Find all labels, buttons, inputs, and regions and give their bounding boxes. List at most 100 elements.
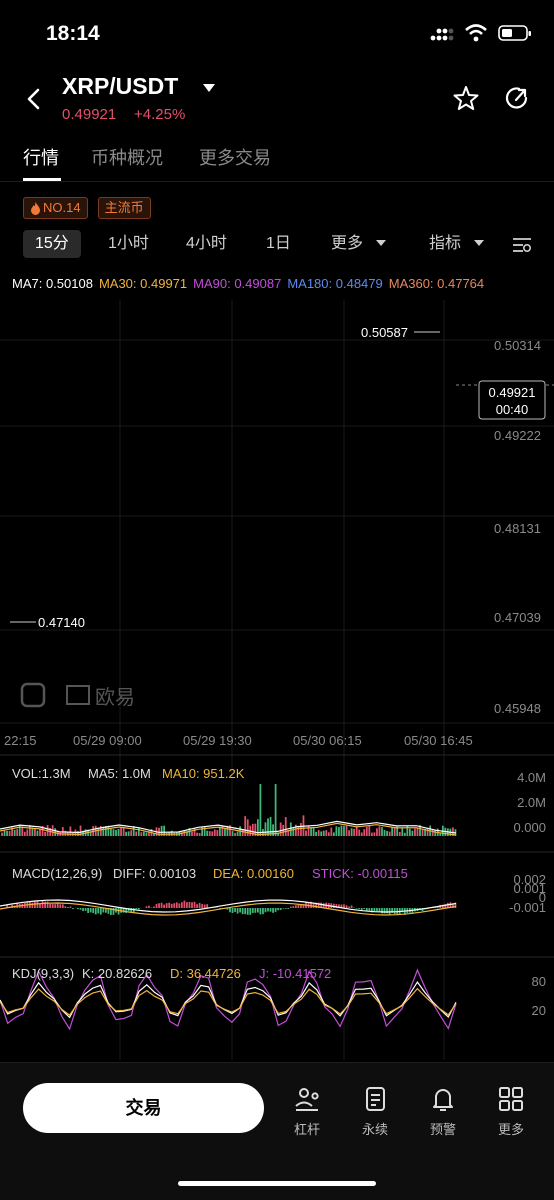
logo-grid xyxy=(66,685,90,705)
volume-bar xyxy=(115,829,117,836)
macd-bar xyxy=(135,908,138,909)
volume-bar xyxy=(398,831,401,836)
ma90-value: MA90: 0.49087 xyxy=(193,276,282,291)
nav-more[interactable]: 更多 xyxy=(484,1085,538,1138)
price-change: +4.25% xyxy=(134,106,186,123)
volume-bar xyxy=(317,830,320,836)
volume-bar xyxy=(355,827,358,836)
volume-bar xyxy=(274,784,277,836)
content-tabs: 行情 币种概况 更多交易 xyxy=(0,138,554,182)
category-badge-label: 主流币 xyxy=(104,200,144,215)
nav-perpetual[interactable]: 永续 xyxy=(348,1085,402,1138)
macd-dea-line xyxy=(0,902,457,916)
tab-more-trading[interactable]: 更多交易 xyxy=(199,148,271,168)
price-chart[interactable]: 欧易 0.50314 0.49222 0.48131 0.47039 0.45948 22… xyxy=(0,260,554,1060)
kdj-k-legend: K: 20.82626 xyxy=(82,966,152,981)
x-axis-label: 05/29 19:30 xyxy=(183,733,252,748)
nav-margin[interactable]: 杠杆 xyxy=(280,1085,334,1138)
volume-bar xyxy=(419,825,421,836)
volume-bar xyxy=(335,826,338,836)
macd-bar xyxy=(355,908,358,909)
macd-bar xyxy=(292,906,295,908)
chevron-down-icon[interactable] xyxy=(201,80,217,96)
volume-bar xyxy=(44,831,46,836)
volume-bar xyxy=(234,832,236,836)
macd-bar xyxy=(112,908,115,915)
high-label: 0.50587 xyxy=(361,325,408,340)
macd-bar xyxy=(173,903,176,908)
macd-bar xyxy=(155,903,158,908)
macd-bar xyxy=(231,908,234,913)
kdj-d-line xyxy=(0,987,457,1016)
status-icons xyxy=(430,24,532,42)
macd-bar xyxy=(368,908,371,911)
category-badge[interactable]: 主流币 xyxy=(97,197,151,219)
chart-settings-icon[interactable] xyxy=(512,236,532,254)
volume-bar xyxy=(269,816,272,836)
kdj-axis-label: 80 xyxy=(532,974,546,989)
volume-bar xyxy=(6,830,8,836)
nav-perpetual-label: 永续 xyxy=(361,1122,388,1137)
volume-bar xyxy=(97,828,100,836)
macd-bar xyxy=(302,904,305,908)
macd-bar xyxy=(249,908,252,915)
macd-bar xyxy=(82,908,84,912)
ma360-value: MA360: 0.47764 xyxy=(388,276,485,291)
last-price-label: 0.49921 xyxy=(489,385,536,400)
pair-title[interactable]: XRP/USDT xyxy=(62,73,179,99)
rank-badge[interactable]: NO.14 xyxy=(23,197,88,219)
volume-bar xyxy=(145,832,148,836)
volume-bar xyxy=(411,830,414,836)
vol-axis-label: 2.0M xyxy=(517,795,546,810)
nav-alert[interactable]: 预警 xyxy=(416,1085,470,1138)
tab-coin-overview[interactable]: 币种概况 xyxy=(91,148,163,168)
x-axis-label: 05/29 09:00 xyxy=(73,733,142,748)
vol-axis-label: 4.0M xyxy=(517,770,546,785)
macd-bar xyxy=(104,908,107,913)
macd-bar xyxy=(160,902,163,908)
interval-1h[interactable]: 1小时 xyxy=(108,235,149,252)
macd-bar xyxy=(56,903,59,908)
volume-bar xyxy=(254,823,257,836)
volume-bar xyxy=(305,830,307,836)
back-icon[interactable] xyxy=(20,82,48,116)
volume-bar xyxy=(193,828,196,836)
volume-bar xyxy=(338,827,340,836)
macd-bar xyxy=(360,908,363,910)
volume-bar xyxy=(208,831,211,836)
macd-bar xyxy=(287,908,290,909)
margin-icon xyxy=(295,1088,319,1111)
macd-bar xyxy=(300,904,302,908)
y-axis-label: 0.45948 xyxy=(494,701,541,716)
macd-bar xyxy=(59,904,62,908)
volume-bar xyxy=(325,830,328,836)
star-icon[interactable] xyxy=(452,84,480,112)
macd-diff-line xyxy=(0,899,457,913)
volume-bar xyxy=(102,826,105,836)
macd-bar xyxy=(64,906,67,908)
kdj-j-legend: J: -10.41572 xyxy=(259,966,331,981)
volume-bar xyxy=(39,829,41,836)
volume-bar xyxy=(153,832,155,836)
interval-more[interactable]: 更多 xyxy=(331,230,387,258)
interval-4h[interactable]: 4小时 xyxy=(186,235,227,252)
volume-bar xyxy=(343,826,345,836)
share-icon[interactable] xyxy=(503,84,531,112)
chevron-down-icon xyxy=(376,240,387,246)
macd-bar xyxy=(310,901,312,908)
macd-bar xyxy=(322,903,325,908)
volume-bar xyxy=(244,816,247,836)
trade-button[interactable]: 交易 xyxy=(23,1083,264,1133)
interval-15m[interactable]: 15分 xyxy=(23,230,81,258)
macd-bar xyxy=(168,902,171,908)
volume-bar xyxy=(386,830,388,836)
macd-bar xyxy=(51,904,54,908)
volume-bar xyxy=(21,826,24,836)
macd-bar xyxy=(218,908,221,909)
tab-market[interactable]: 行情 xyxy=(23,148,59,168)
interval-1d[interactable]: 1日 xyxy=(266,235,291,252)
volume-bar xyxy=(69,826,72,836)
volume-bar xyxy=(224,828,226,836)
macd-bar xyxy=(165,903,168,908)
indicator-selector[interactable]: 指标 xyxy=(429,230,485,258)
